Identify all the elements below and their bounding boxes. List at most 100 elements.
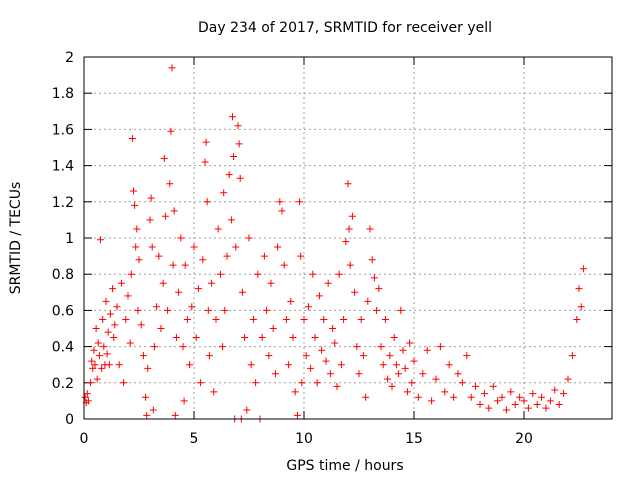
data-point <box>110 334 118 342</box>
data-point <box>280 261 288 269</box>
data-point <box>131 201 139 209</box>
data-point <box>177 234 185 242</box>
data-point <box>113 303 121 311</box>
data-point <box>181 261 189 269</box>
data-point <box>229 113 236 121</box>
data-point <box>381 315 389 323</box>
data-point <box>287 297 295 305</box>
y-tick-label: 1.2 <box>52 195 74 211</box>
data-point <box>148 243 156 251</box>
chart-title: Day 234 of 2017, SRMTID for receiver yel… <box>198 20 492 36</box>
data-point <box>533 401 541 409</box>
data-point <box>467 393 475 401</box>
data-point <box>100 343 108 351</box>
data-point <box>171 411 179 419</box>
data-point <box>399 346 407 354</box>
data-point <box>357 315 365 323</box>
data-point <box>366 225 374 233</box>
data-point <box>216 270 224 278</box>
data-point <box>494 397 502 405</box>
data-point <box>370 274 378 282</box>
data-point <box>524 404 532 412</box>
data-point <box>134 306 142 314</box>
data-point <box>169 261 177 269</box>
data-point <box>153 303 161 311</box>
data-point <box>313 379 321 387</box>
data-point <box>87 379 95 387</box>
data-point <box>188 303 196 311</box>
x-axis-label: GPS time / hours <box>286 458 403 474</box>
data-point <box>263 306 271 314</box>
data-point <box>428 397 436 405</box>
data-point <box>454 370 462 378</box>
data-point <box>364 297 372 305</box>
data-point <box>90 346 98 354</box>
data-point <box>243 406 251 414</box>
data-point <box>210 388 218 396</box>
data-point <box>307 364 315 372</box>
data-point <box>124 292 132 300</box>
x-tick-label: 15 <box>405 431 423 447</box>
data-point <box>297 252 305 260</box>
data-point <box>331 339 339 347</box>
data-point <box>194 285 202 293</box>
data-point <box>117 279 125 287</box>
data-point <box>568 352 576 360</box>
data-points <box>81 64 587 423</box>
data-point <box>271 370 279 378</box>
data-point <box>384 375 392 383</box>
data-point <box>423 346 431 354</box>
data-point <box>329 325 337 332</box>
data-point <box>219 343 227 351</box>
data-point <box>126 339 134 347</box>
data-point <box>170 207 178 215</box>
data-point <box>300 315 308 323</box>
data-point <box>408 379 416 387</box>
y-tick-label: 0 <box>65 412 74 428</box>
data-point <box>159 279 167 287</box>
data-point <box>92 325 100 332</box>
data-point <box>480 390 488 398</box>
data-point <box>362 393 370 401</box>
data-point <box>155 252 163 260</box>
data-point <box>302 352 310 360</box>
data-point <box>450 393 458 401</box>
data-point <box>577 303 585 311</box>
data-point <box>208 279 216 287</box>
data-point <box>269 325 277 332</box>
data-point <box>172 334 180 342</box>
data-point <box>538 393 546 401</box>
data-point <box>392 361 400 369</box>
data-point <box>93 375 101 383</box>
data-point <box>81 393 89 401</box>
data-point <box>507 388 515 396</box>
data-point <box>359 352 367 360</box>
data-point <box>337 361 345 369</box>
data-point <box>395 370 403 378</box>
data-point <box>345 225 353 233</box>
data-point <box>197 379 205 387</box>
data-point <box>89 364 97 372</box>
data-point <box>511 401 519 409</box>
data-point <box>351 288 359 296</box>
data-point <box>247 361 255 369</box>
data-point <box>463 352 471 360</box>
data-point <box>436 343 444 351</box>
data-point <box>516 393 524 401</box>
data-point <box>91 361 99 369</box>
y-tick-label: 0.8 <box>52 267 74 283</box>
data-point <box>285 361 293 369</box>
data-point <box>340 315 348 323</box>
data-point <box>432 375 440 383</box>
data-point <box>128 134 136 142</box>
data-point <box>83 390 91 398</box>
data-point <box>220 189 228 197</box>
data-point <box>573 315 581 323</box>
y-tick-label: 1 <box>65 231 74 247</box>
data-point <box>235 140 243 148</box>
data-point <box>498 393 506 401</box>
grid <box>84 57 612 419</box>
data-point <box>485 404 493 412</box>
data-point <box>311 334 319 342</box>
data-point <box>445 361 453 369</box>
